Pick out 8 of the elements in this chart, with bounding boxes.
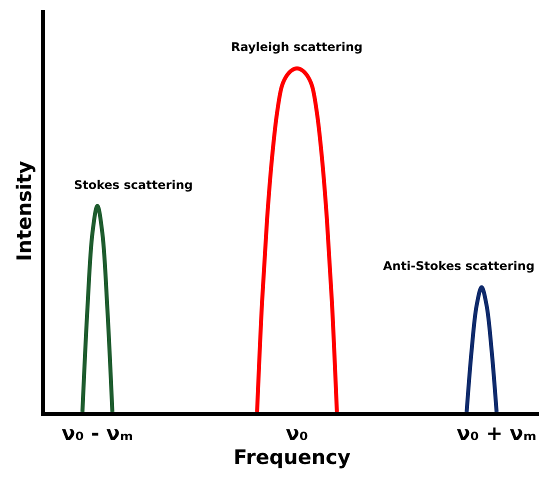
y-axis-title: Intensity	[12, 160, 36, 262]
x-axis-title: Frequency	[233, 445, 351, 469]
text: Stokes scattering	[74, 178, 193, 192]
x-tick-label: ν₀	[286, 421, 308, 445]
x-tick-label: ν₀ - νₘ	[62, 421, 134, 445]
text: Anti-Stokes scattering	[383, 259, 535, 273]
x-tick-label: ν₀ + νₘ	[456, 421, 537, 445]
series-label: Rayleigh scattering	[231, 40, 363, 54]
